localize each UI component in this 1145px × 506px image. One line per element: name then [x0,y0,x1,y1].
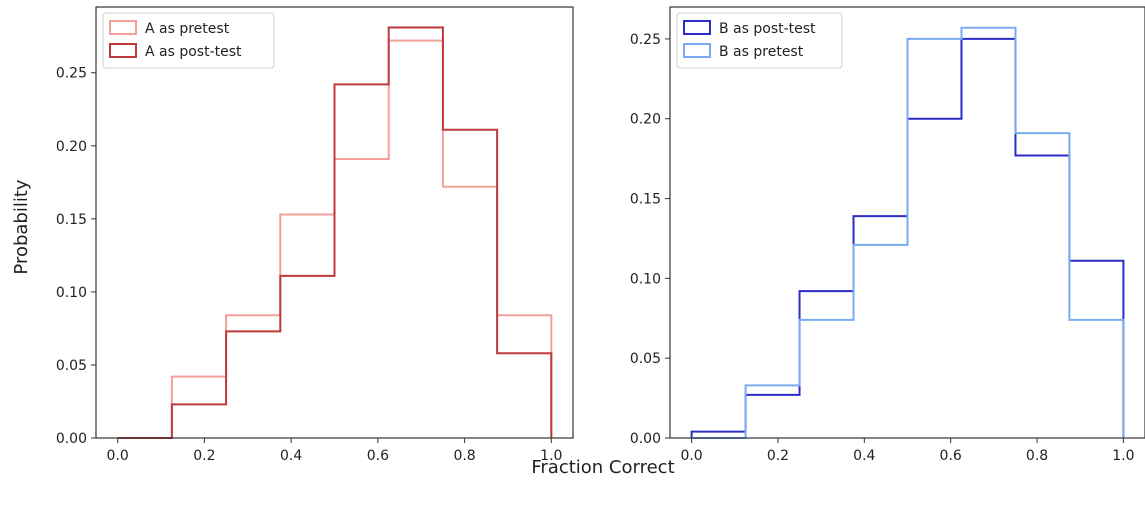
y-tick-label: 0.10 [56,285,87,301]
y-tick-label: 0.15 [630,192,661,208]
legend-box [102,12,275,69]
x-tick-label: 0.6 [367,448,389,464]
y-tick-label: 0.00 [630,431,661,447]
y-tick-label: 0.00 [56,431,87,447]
x-tick-label: 0.0 [107,448,129,464]
y-tick-label: 0.25 [630,32,661,48]
legend-label: A as pretest [145,21,230,37]
plot-frame [95,6,574,439]
x-tick-label: 0.0 [680,448,702,464]
y-tick-label: 0.20 [630,112,661,128]
legend-swatch [683,43,711,58]
y-tick-label: 0.10 [630,271,661,287]
x-tick-label: 0.4 [280,448,302,464]
legend-swatch [683,20,711,35]
y-tick-label: 0.15 [56,212,87,228]
x-axis-label: Fraction Correct [531,457,674,478]
x-tick-label: 0.2 [767,448,789,464]
x-tick-label: 0.8 [453,448,475,464]
legend-label: A as post-test [145,44,242,60]
legend-label: B as pretest [719,44,804,60]
right-histogram-panel: 0.0 0.2 0.4 0.6 0.8 1.0 0.00 0.05 0.10 0.15 0.20 0.… [630,6,1145,464]
legend-label: B as post-test [719,21,816,37]
x-tick-label: 0.8 [1026,448,1048,464]
x-tick-label: 0.6 [940,448,962,464]
x-tick-label: 1.0 [540,448,562,464]
plot-frame [669,6,1145,439]
y-tick-label: 0.20 [56,139,87,155]
legend-swatch [109,43,137,58]
legend-swatch [109,20,137,35]
x-tick-label: 1.0 [1112,448,1134,464]
y-tick-label: 0.05 [56,358,87,374]
y-tick-label: 0.05 [630,351,661,367]
legend-box [676,12,843,69]
y-axis-label: Probability [11,179,32,274]
left-histogram-panel: 0.0 0.2 0.4 0.6 0.8 1.0 0.00 0.05 0.10 0.15 0.20 0.… [56,6,574,464]
x-tick-label: 0.4 [853,448,875,464]
y-tick-label: 0.25 [56,66,87,82]
series-b-as-pretest-step [691,26,1125,439]
x-tick-label: 0.2 [193,448,215,464]
series-a-as-post-test-step [117,26,553,439]
